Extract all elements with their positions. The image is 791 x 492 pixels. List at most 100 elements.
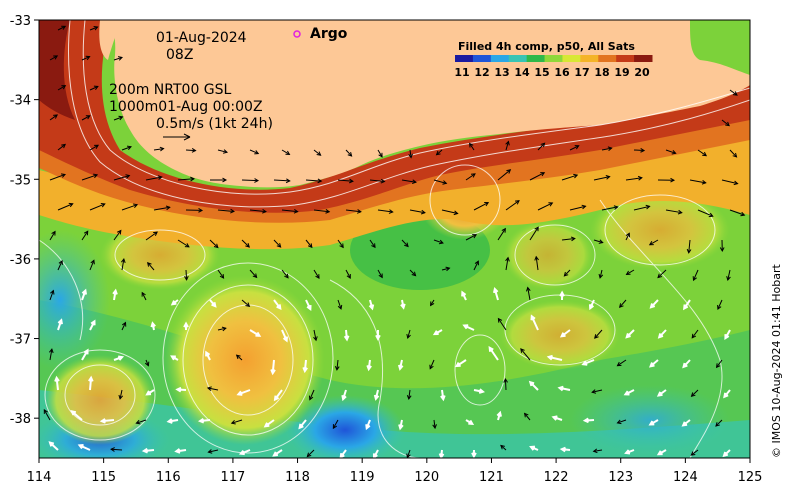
current-vector (429, 359, 435, 370)
current-vector (369, 239, 376, 249)
current-vector (530, 314, 539, 331)
contour-info-1000m: 1000m01-Aug 00:00Z (109, 99, 263, 115)
current-vector (230, 419, 243, 425)
current-vector (649, 359, 659, 368)
current-vector (435, 149, 443, 156)
current-vector (217, 149, 229, 154)
colorbar-tick-label: 11 (454, 66, 469, 79)
current-vector (273, 389, 283, 402)
current-vector (48, 441, 59, 451)
x-tick-label: 114 (27, 470, 52, 485)
x-tick-label: 115 (91, 470, 116, 485)
current-vector (616, 419, 627, 425)
current-vector (462, 324, 475, 331)
current-vector (721, 179, 739, 186)
current-vector (89, 259, 95, 271)
current-vector (185, 148, 197, 153)
current-vector (400, 299, 406, 310)
current-vector (337, 239, 344, 249)
ssh-contours (39, 164, 723, 458)
warm-eddy-mid (503, 220, 593, 290)
current-vector (581, 359, 595, 366)
current-vector (175, 386, 187, 393)
current-vector (177, 239, 190, 248)
current-vector (49, 114, 59, 121)
current-vector (305, 239, 313, 249)
current-vector (49, 173, 66, 181)
current-vector (523, 412, 531, 421)
x-tick-label: 117 (220, 470, 245, 485)
current-vector (49, 289, 55, 301)
colorbar-swatch (616, 55, 635, 62)
current-vector (49, 230, 56, 241)
current-vector (529, 226, 539, 241)
current-vector (559, 329, 571, 338)
current-vector (249, 329, 262, 337)
argo-label: Argo (310, 26, 348, 42)
current-vector (465, 234, 478, 241)
current-vector (722, 449, 731, 458)
current-vector (561, 236, 576, 242)
current-vector (657, 269, 667, 279)
current-vector (313, 149, 322, 156)
current-vector (263, 419, 275, 428)
colorbar-tick-label: 17 (574, 66, 589, 79)
current-vector (89, 85, 99, 91)
current-vector (633, 204, 651, 211)
southeast-cool-patch (570, 385, 730, 455)
current-vector (473, 388, 485, 394)
current-vector (81, 55, 91, 61)
x-tick-label: 118 (285, 470, 310, 485)
current-vector (726, 269, 731, 282)
colorbar-tick-label: 19 (614, 66, 629, 79)
current-vector (145, 389, 155, 396)
current-vector (217, 326, 227, 332)
current-vector (49, 55, 59, 61)
current-vector (145, 175, 163, 181)
current-vector (341, 389, 347, 402)
current-vector (306, 449, 315, 458)
current-vector (373, 389, 380, 401)
current-vector (582, 417, 595, 424)
credit-label: © IMOS 10-Aug-2024 01:41 Hobart (770, 264, 783, 458)
current-vector (337, 178, 354, 184)
x-tick-label: 123 (608, 470, 633, 485)
current-vector (249, 149, 260, 155)
current-vector (561, 173, 579, 181)
current-vector (112, 288, 118, 301)
current-vector (377, 209, 394, 214)
time-label: 08Z (166, 47, 193, 63)
current-vector (724, 329, 731, 340)
current-vector (715, 359, 723, 369)
current-vector (723, 389, 731, 399)
current-vector (147, 261, 155, 271)
current-vector (689, 179, 707, 185)
y-axis: -33 -34 -35 -36 -37 -38 (10, 14, 39, 427)
current-vector (469, 142, 475, 151)
current-vector (432, 419, 437, 430)
x-tick-label: 116 (156, 470, 181, 485)
current-vector (682, 359, 691, 369)
current-vector (43, 409, 51, 421)
current-vector (648, 239, 659, 246)
colorbar-swatch (544, 55, 563, 62)
current-vector (430, 299, 435, 307)
plot-frame (38, 19, 751, 459)
colorbar-swatch (472, 55, 492, 62)
warm-eddy-northeast (590, 190, 730, 270)
current-vector (170, 299, 179, 306)
current-vector (715, 419, 723, 427)
current-vector (366, 359, 372, 372)
current-vector (118, 389, 124, 400)
x-tick-label: 124 (673, 470, 698, 485)
colorbar-tick-label: 12 (474, 66, 489, 79)
current-vector (241, 178, 260, 183)
current-vector (81, 288, 88, 301)
x-axis: 114 115 116 117 118 119 120 121 122 123 124 125 (27, 458, 762, 485)
current-vector (313, 209, 331, 214)
contour-info-200m: 200m NRT00 GSL (109, 82, 232, 98)
current-vector (217, 208, 235, 214)
current-vector (657, 329, 667, 339)
warm-eddy-southwest (45, 355, 155, 445)
colorbar-title: Filled 4h comp, p50, All Sats (458, 40, 635, 53)
